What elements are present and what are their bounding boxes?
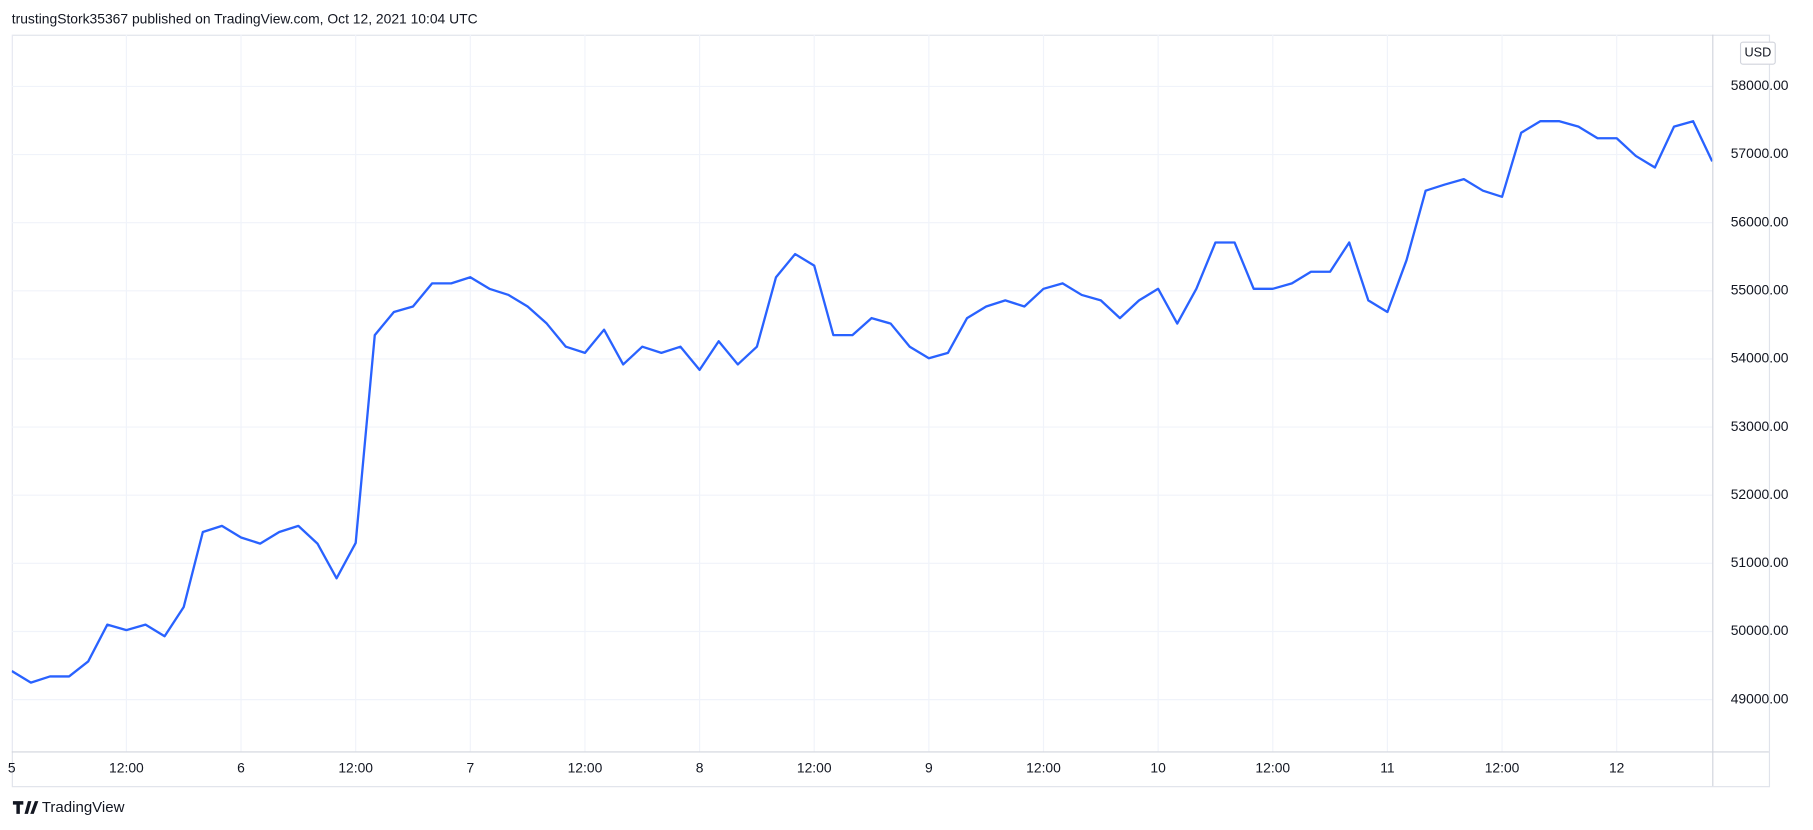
x-tick-label: 5 [8, 759, 16, 775]
plot-area [11, 34, 1714, 752]
y-tick-label: 52000.00 [1731, 486, 1789, 502]
y-tick-label: 50000.00 [1731, 622, 1789, 638]
x-tick-label: 12:00 [1026, 759, 1061, 775]
y-tick-label: 58000.00 [1731, 77, 1789, 93]
x-tick-label: 10 [1150, 759, 1166, 775]
x-tick-label: 11 [1380, 759, 1395, 775]
chart-frame [11, 34, 1771, 788]
y-tick-label: 55000.00 [1731, 281, 1789, 297]
y-tick-label: 56000.00 [1731, 213, 1789, 229]
y-tick-label: 53000.00 [1731, 418, 1789, 434]
y-tick-label: 51000.00 [1731, 554, 1789, 570]
x-tick-label: 12:00 [109, 759, 144, 775]
logo: TradingView [12, 799, 125, 816]
x-tick-label: 12:00 [568, 759, 603, 775]
x-tick-label: 9 [925, 759, 933, 775]
logo-text: TradingView [42, 799, 125, 816]
currency-label: USD [1744, 45, 1771, 60]
logo-icon [12, 801, 39, 814]
y-tick-label: 57000.00 [1731, 145, 1789, 161]
price-line [11, 120, 1714, 684]
x-tick-label: 12:00 [1485, 759, 1520, 775]
x-tick-label: 7 [466, 759, 474, 775]
publish-info: trustingStork35367 published on TradingV… [12, 10, 478, 26]
y-tick-label: 49000.00 [1731, 690, 1789, 706]
x-tick-label: 12:00 [1255, 759, 1290, 775]
currency-box [1739, 41, 1776, 65]
x-tick-label: 8 [696, 759, 704, 775]
y-tick-label: 54000.00 [1731, 350, 1789, 366]
x-tick-label: 6 [237, 759, 245, 775]
x-tick-label: 12:00 [338, 759, 373, 775]
x-tick-label: 12:00 [797, 759, 832, 775]
x-tick-label: 12 [1609, 759, 1625, 775]
